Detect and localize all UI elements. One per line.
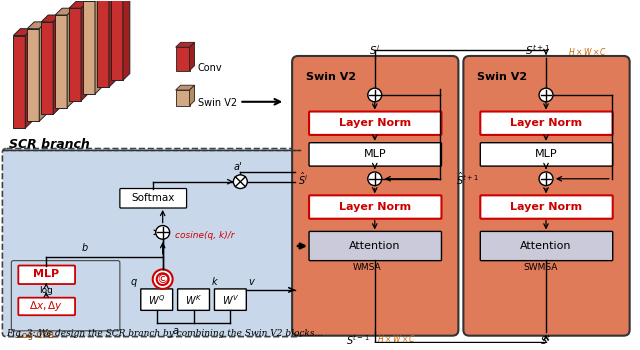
Polygon shape <box>97 0 109 87</box>
Text: MLP: MLP <box>534 149 557 159</box>
Polygon shape <box>55 15 67 107</box>
Text: v: v <box>248 277 254 287</box>
Text: SCR branch: SCR branch <box>10 138 90 151</box>
Text: $H\times W\times C$: $H\times W\times C$ <box>377 333 416 344</box>
FancyBboxPatch shape <box>19 266 75 284</box>
Circle shape <box>539 172 553 186</box>
Polygon shape <box>95 0 102 94</box>
Text: Softmax: Softmax <box>131 193 175 203</box>
Text: Attention: Attention <box>520 241 572 251</box>
Text: $\Delta x, \Delta y$: $\Delta x, \Delta y$ <box>29 300 63 314</box>
Text: $\copyright$: $\copyright$ <box>156 273 169 286</box>
Polygon shape <box>53 15 60 114</box>
FancyBboxPatch shape <box>309 143 442 166</box>
FancyBboxPatch shape <box>12 261 120 331</box>
Text: WMSA: WMSA <box>353 262 381 272</box>
Circle shape <box>539 88 553 102</box>
Text: $S^t$: $S^t$ <box>540 333 552 346</box>
FancyBboxPatch shape <box>214 289 246 310</box>
Text: $W^V$: $W^V$ <box>221 293 239 307</box>
Text: Swin V2: Swin V2 <box>477 71 527 82</box>
Text: Conv: Conv <box>198 63 222 73</box>
Text: MLP: MLP <box>33 269 60 279</box>
Text: cosine(q, k)/r: cosine(q, k)/r <box>175 231 234 240</box>
Polygon shape <box>41 22 53 114</box>
Text: $H\times W\times C$: $H\times W\times C$ <box>568 46 607 57</box>
Polygon shape <box>28 22 46 29</box>
Text: q: q <box>131 277 137 287</box>
Text: Layer Norm: Layer Norm <box>510 202 582 212</box>
Polygon shape <box>175 47 189 71</box>
Polygon shape <box>81 1 88 101</box>
Circle shape <box>156 225 170 239</box>
Text: Log-CPB: Log-CPB <box>17 331 54 340</box>
FancyBboxPatch shape <box>309 195 442 219</box>
Text: $W^Q$: $W^Q$ <box>148 293 166 307</box>
Polygon shape <box>123 0 130 80</box>
FancyBboxPatch shape <box>309 231 442 261</box>
Polygon shape <box>111 0 123 80</box>
Text: Swin V2: Swin V2 <box>306 71 356 82</box>
FancyBboxPatch shape <box>480 112 612 135</box>
Circle shape <box>153 270 173 289</box>
Polygon shape <box>83 0 102 1</box>
Polygon shape <box>189 85 195 106</box>
Polygon shape <box>109 0 116 87</box>
Text: a: a <box>173 326 179 336</box>
Polygon shape <box>39 22 46 121</box>
FancyBboxPatch shape <box>141 289 173 310</box>
FancyBboxPatch shape <box>480 143 612 166</box>
Polygon shape <box>13 35 26 128</box>
FancyBboxPatch shape <box>19 298 75 315</box>
FancyBboxPatch shape <box>3 148 302 337</box>
Polygon shape <box>26 29 32 128</box>
Text: b: b <box>82 243 88 253</box>
Text: $S^{t+1}$: $S^{t+1}$ <box>525 43 550 57</box>
Text: $\hat{S}^i$: $\hat{S}^i$ <box>298 171 308 187</box>
Text: MLP: MLP <box>364 149 386 159</box>
Circle shape <box>157 273 169 285</box>
FancyBboxPatch shape <box>178 289 209 310</box>
Text: $S^i$: $S^i$ <box>369 43 380 57</box>
FancyBboxPatch shape <box>309 112 442 135</box>
Text: $W^K$: $W^K$ <box>185 293 202 307</box>
Text: SWMSA: SWMSA <box>524 262 558 272</box>
Text: Swin V2: Swin V2 <box>198 98 237 108</box>
FancyBboxPatch shape <box>120 189 187 208</box>
Text: k: k <box>211 277 217 287</box>
Text: $S^{t-1}$: $S^{t-1}$ <box>346 333 370 346</box>
Circle shape <box>368 88 381 102</box>
Text: Layer Norm: Layer Norm <box>510 118 582 128</box>
Polygon shape <box>83 1 95 94</box>
Polygon shape <box>67 8 74 107</box>
FancyBboxPatch shape <box>480 231 612 261</box>
Text: Layer Norm: Layer Norm <box>339 118 411 128</box>
Text: Fig. 3: We design the SCR branch by combining the Swin V2 blocks...: Fig. 3: We design the SCR branch by comb… <box>6 329 323 338</box>
FancyBboxPatch shape <box>463 56 630 336</box>
Text: Attention: Attention <box>349 241 401 251</box>
Polygon shape <box>28 29 39 121</box>
Text: a': a' <box>234 162 243 172</box>
FancyBboxPatch shape <box>480 195 612 219</box>
Polygon shape <box>175 90 189 106</box>
Polygon shape <box>13 29 32 35</box>
Text: $\hat{S}^{t+1}$: $\hat{S}^{t+1}$ <box>456 171 479 187</box>
Polygon shape <box>69 1 88 8</box>
Text: log: log <box>39 286 53 295</box>
Text: Layer Norm: Layer Norm <box>339 202 411 212</box>
Polygon shape <box>69 8 81 101</box>
Polygon shape <box>41 15 60 22</box>
Polygon shape <box>175 42 195 47</box>
Circle shape <box>234 175 247 189</box>
Polygon shape <box>189 42 195 71</box>
Polygon shape <box>55 8 74 15</box>
Circle shape <box>368 172 381 186</box>
FancyBboxPatch shape <box>292 56 458 336</box>
Polygon shape <box>175 85 195 90</box>
